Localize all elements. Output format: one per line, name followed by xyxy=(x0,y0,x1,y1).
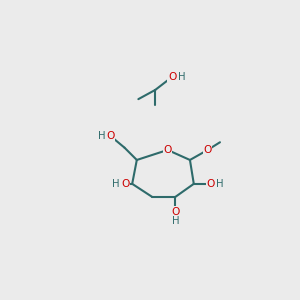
Text: O: O xyxy=(203,145,212,155)
Text: O: O xyxy=(164,145,172,155)
Text: H: H xyxy=(172,216,179,226)
Text: H: H xyxy=(98,131,105,141)
Text: O: O xyxy=(106,131,115,141)
Text: H: H xyxy=(216,179,224,189)
Text: O: O xyxy=(171,207,179,217)
Text: O: O xyxy=(206,179,215,189)
Text: H: H xyxy=(178,72,185,82)
Text: O: O xyxy=(168,72,176,82)
Text: H: H xyxy=(112,179,120,189)
Text: O: O xyxy=(121,179,129,189)
